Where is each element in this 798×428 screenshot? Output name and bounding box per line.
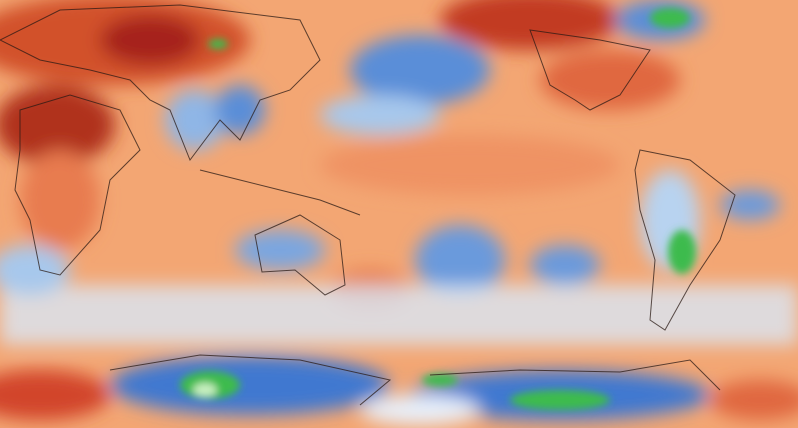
warm-region: [540, 50, 680, 110]
coastline-australia: [254, 214, 346, 296]
warm-region: [440, 0, 620, 50]
coastline-north-america: [529, 29, 651, 111]
cold-patch: [668, 230, 696, 274]
warm-region: [0, 370, 110, 420]
cool-band: [0, 285, 798, 345]
warm-region: [710, 380, 798, 420]
cool-region: [235, 230, 325, 270]
cool-region: [0, 245, 70, 295]
warm-region: [100, 15, 200, 65]
cool-region: [110, 355, 390, 415]
cold-patch: [650, 8, 690, 28]
warm-region: [320, 135, 620, 195]
green-patches: [180, 8, 696, 410]
cool-region: [530, 245, 600, 285]
cold-patch: [510, 390, 610, 410]
warm-region: [0, 85, 115, 165]
cool-region: [350, 35, 490, 105]
cold-patch: [422, 374, 458, 386]
cold-patch: [193, 383, 217, 397]
coastline-south-america: [634, 149, 736, 331]
coastline-maritime-continent: [199, 169, 361, 216]
cold-patch: [208, 39, 228, 49]
warm-region: [20, 150, 100, 250]
cool-region: [320, 95, 440, 135]
cool-region: [415, 225, 505, 295]
cool-region: [215, 85, 265, 135]
coastlines: [0, 4, 736, 406]
cool-region: [360, 395, 480, 425]
cool-region: [720, 190, 780, 220]
coastline-eurasia: [0, 4, 321, 162]
coastline-africa: [14, 94, 141, 276]
coastline-antarctica: [109, 354, 721, 406]
